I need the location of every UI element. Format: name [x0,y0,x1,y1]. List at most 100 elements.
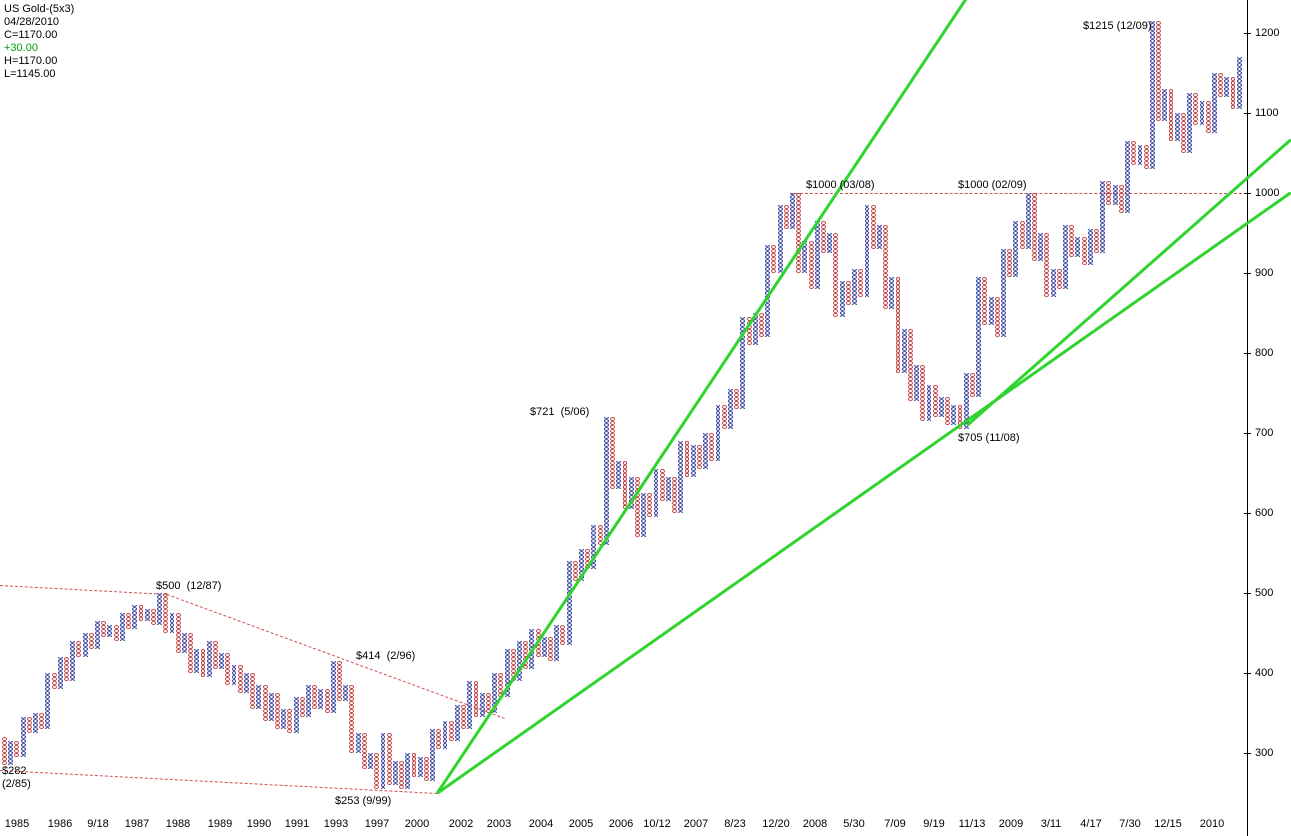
o-box [337,665,342,669]
o-box [1118,209,1124,213]
x-box [380,765,386,769]
x-box [876,233,882,237]
pnf-column [1125,0,1131,836]
x-box [603,469,609,473]
o-box [634,517,640,521]
o-box [237,681,243,685]
pnf-column [287,0,293,836]
x-box [715,409,721,413]
x-box [790,201,795,205]
x-box [1211,129,1217,133]
x-box [752,317,758,321]
pnf-column [82,0,89,836]
x-box [1125,145,1131,149]
pnf-column [994,0,1001,836]
x-box [45,725,51,729]
pnf-column [1218,0,1224,836]
o-box [225,673,231,677]
x-box [976,321,982,325]
x-box [529,633,535,637]
pnf-column [821,0,827,836]
o-box [1094,245,1099,249]
dashed-trendline [790,193,1247,194]
o-box [982,277,988,281]
o-box [572,561,578,565]
o-box [920,417,926,421]
x-box [1063,273,1068,277]
x-box [1149,153,1155,157]
x-box [1187,117,1193,121]
o-box [994,313,1000,317]
o-box [225,677,231,681]
o-box [374,781,380,785]
o-box [275,709,280,713]
o-box [212,657,218,661]
o-box [945,405,951,409]
x-box [1211,109,1217,113]
x-box [1100,189,1106,193]
o-box [833,309,839,313]
o-box [734,405,740,409]
o-box [175,625,181,629]
o-box [448,721,454,725]
x-box [343,693,349,697]
x-box [417,757,423,761]
x-box [566,573,572,577]
x-box [1125,205,1131,209]
pnf-column [1131,0,1137,836]
x-box [740,393,746,397]
pnf-column [473,0,480,836]
x-box [566,601,572,605]
x-box [405,785,411,789]
x-box [777,229,783,233]
x-box [57,657,63,661]
x-box [914,385,920,389]
o-box [982,317,988,321]
x-box [554,629,560,633]
x-box [330,681,336,685]
o-box [796,221,802,225]
x-box [529,641,535,645]
x-box [889,293,895,297]
o-box [994,297,1000,301]
o-box [907,377,913,381]
o-box [1019,233,1025,237]
o-box [982,297,988,301]
o-box [1118,185,1124,189]
x-box [1187,113,1193,117]
o-box [895,341,901,345]
x-box [1038,257,1044,261]
x-box [306,705,311,709]
pnf-column [771,0,777,836]
x-box [715,457,721,461]
x-box [1162,93,1168,97]
x-box [765,325,771,329]
x-box [603,485,609,489]
o-box [572,565,578,569]
x-box [70,673,76,677]
x-box [926,389,932,393]
x-box [653,489,659,493]
x-box [1149,165,1155,169]
o-box [684,473,690,477]
o-box [833,257,839,261]
pnf-column [423,0,430,836]
o-box [548,641,553,645]
x-box [653,493,659,497]
o-box [1156,77,1162,81]
o-box [386,765,392,769]
x-box [194,657,200,661]
o-box [1069,253,1075,257]
o-box [684,453,690,457]
x-box [988,305,994,309]
pnf-column [150,0,157,836]
x-box [777,261,783,265]
o-box [1032,213,1037,217]
x-box [1001,257,1006,261]
x-box [1050,289,1056,293]
o-box [1032,193,1037,197]
o-box [1032,253,1037,257]
x-box [976,377,982,381]
o-box [1168,93,1174,97]
x-box [1149,125,1155,129]
